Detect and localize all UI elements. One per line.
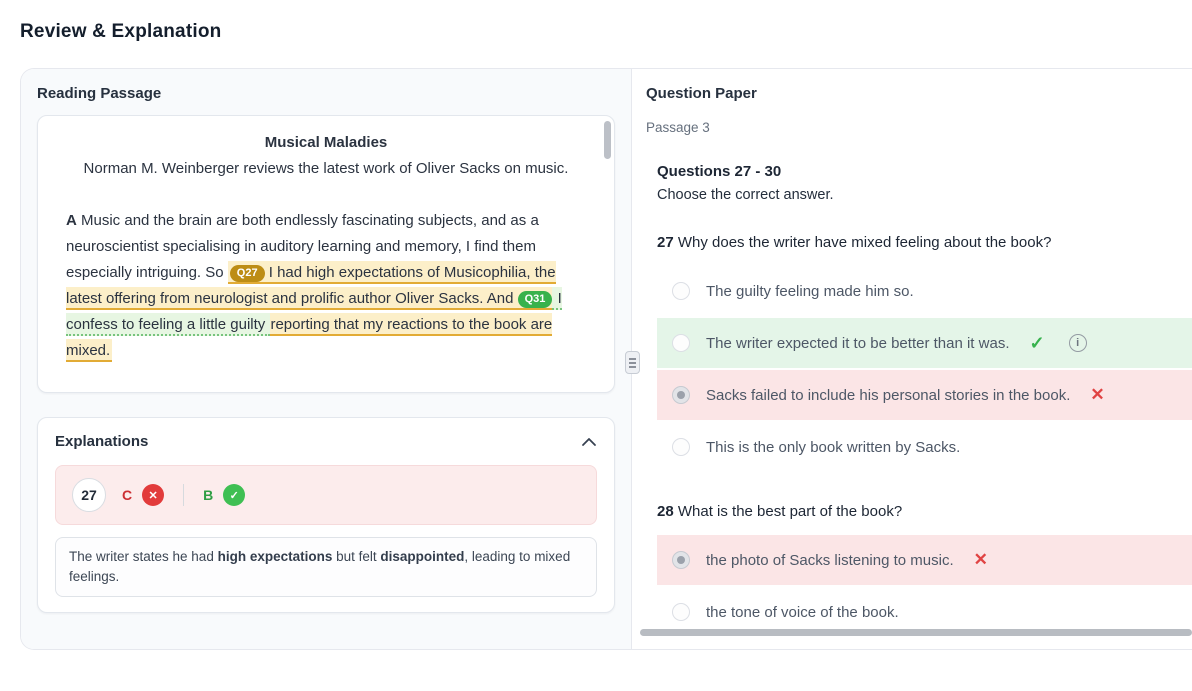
option-label: the photo of Sacks listening to music. bbox=[706, 551, 954, 569]
option-label: the tone of voice of the book. bbox=[706, 603, 899, 621]
correct-answer-letter: B bbox=[203, 487, 214, 503]
explanation-part: The writer states he had bbox=[69, 549, 218, 564]
review-container: Reading Passage Musical Maladies Norman … bbox=[20, 68, 1192, 650]
answer-summary-row[interactable]: 27 C ✕ B ✓ bbox=[55, 465, 597, 525]
info-icon[interactable]: i bbox=[1068, 334, 1087, 352]
passage-title: Musical Maladies bbox=[264, 134, 388, 151]
option-row[interactable]: The guilty feeling made him so. bbox=[657, 266, 1192, 316]
explanation-bold: high expectations bbox=[217, 549, 333, 564]
option-row[interactable]: the tone of voice of the book. bbox=[657, 587, 1192, 637]
page-title: Review & Explanation bbox=[20, 21, 222, 42]
q31-badge: Q31 bbox=[517, 291, 553, 308]
panel-resize-handle[interactable] bbox=[625, 351, 640, 374]
radio-button[interactable] bbox=[672, 603, 690, 621]
wrong-cross-icon: ✕ bbox=[1090, 385, 1105, 404]
option-row-correct[interactable]: The writer expected it to be better than… bbox=[657, 318, 1192, 368]
passage-subtitle: Norman M. Weinberger reviews the latest … bbox=[83, 160, 569, 177]
correct-check-icon: ✓ bbox=[1029, 332, 1045, 353]
option-row[interactable]: This is the only book written by Sacks. bbox=[657, 422, 1192, 472]
highlight-q27-text: I had high expectations of Musicophilia,… bbox=[66, 264, 556, 307]
explanations-card: Explanations 27 C ✕ B ✓ The writer state… bbox=[37, 417, 615, 613]
explanation-bold: disappointed bbox=[380, 549, 465, 564]
question-27-options: The guilty feeling made him so. The writ… bbox=[657, 266, 1192, 472]
q27-badge: Q27 bbox=[229, 265, 265, 282]
highlight-q27-text-2: reporting that my reactions to the book … bbox=[66, 316, 553, 359]
question-27-text: 27 Why does the writer have mixed feelin… bbox=[657, 234, 1192, 251]
explanation-text: The writer states he had high expectatio… bbox=[55, 537, 597, 597]
radio-button[interactable] bbox=[672, 282, 690, 300]
option-row-wrong[interactable]: the photo of Sacks listening to music. ✕ bbox=[657, 535, 1192, 585]
question-paper-panel: Question Paper Passage 3 Questions 27 - … bbox=[632, 69, 1192, 649]
wrong-answer-letter: C bbox=[122, 487, 133, 503]
question-28-body: What is the best part of the book? bbox=[677, 503, 903, 520]
question-27-body: Why does the writer have mixed feeling a… bbox=[677, 234, 1052, 251]
option-label: The guilty feeling made him so. bbox=[706, 282, 914, 300]
separator bbox=[183, 484, 185, 506]
check-circle-icon: ✓ bbox=[223, 484, 246, 506]
passage-content: Musical Maladies Norman M. Weinberger re… bbox=[38, 116, 614, 380]
passage-vertical-scrollbar[interactable] bbox=[604, 121, 611, 159]
reading-passage-heading: Reading Passage bbox=[37, 85, 162, 102]
wrong-cross-icon: ✕ bbox=[973, 550, 988, 569]
radio-button[interactable] bbox=[672, 438, 690, 456]
section-title: Questions 27 - 30 bbox=[657, 163, 782, 180]
question-27: 27 Why does the writer have mixed feelin… bbox=[657, 234, 1192, 472]
option-label: This is the only book written by Sacks. bbox=[706, 438, 961, 456]
explanation-part: but felt bbox=[332, 549, 381, 564]
passage-card: Musical Maladies Norman M. Weinberger re… bbox=[37, 115, 615, 393]
question-28-options: the photo of Sacks listening to music. ✕… bbox=[657, 535, 1192, 637]
passage-text: Music and the brain are both endlessly f… bbox=[66, 212, 539, 281]
passage-label: Passage 3 bbox=[646, 120, 710, 135]
question-27-number: 27 bbox=[657, 234, 674, 251]
radio-button[interactable] bbox=[672, 334, 690, 352]
passage-paragraph: A Music and the brain are both endlessly… bbox=[66, 208, 586, 364]
question-paper-heading: Question Paper bbox=[646, 85, 757, 102]
horizontal-scrollbar[interactable] bbox=[640, 629, 1192, 636]
option-label: The writer expected it to be better than… bbox=[706, 334, 1010, 352]
cross-circle-icon: ✕ bbox=[142, 484, 165, 506]
reading-passage-panel: Reading Passage Musical Maladies Norman … bbox=[21, 69, 632, 649]
radio-button-selected[interactable] bbox=[672, 386, 690, 404]
explanations-heading: Explanations bbox=[55, 433, 149, 450]
option-row-wrong[interactable]: Sacks failed to include his personal sto… bbox=[657, 370, 1192, 420]
paragraph-label: A bbox=[66, 212, 77, 229]
chevron-up-icon[interactable] bbox=[581, 437, 597, 447]
instruction-text: Choose the correct answer. bbox=[657, 187, 834, 203]
question-28-text: 28 What is the best part of the book? bbox=[657, 503, 1192, 520]
question-28: 28 What is the best part of the book? th… bbox=[657, 503, 1192, 637]
radio-button-selected[interactable] bbox=[672, 551, 690, 569]
option-label: Sacks failed to include his personal sto… bbox=[706, 386, 1071, 404]
explanation-part: , leading to mixed feelings. bbox=[69, 549, 571, 584]
question-number-circle: 27 bbox=[72, 478, 106, 512]
question-28-number: 28 bbox=[657, 503, 674, 520]
question-section: Questions 27 - 30 Choose the correct ans… bbox=[657, 163, 1192, 637]
